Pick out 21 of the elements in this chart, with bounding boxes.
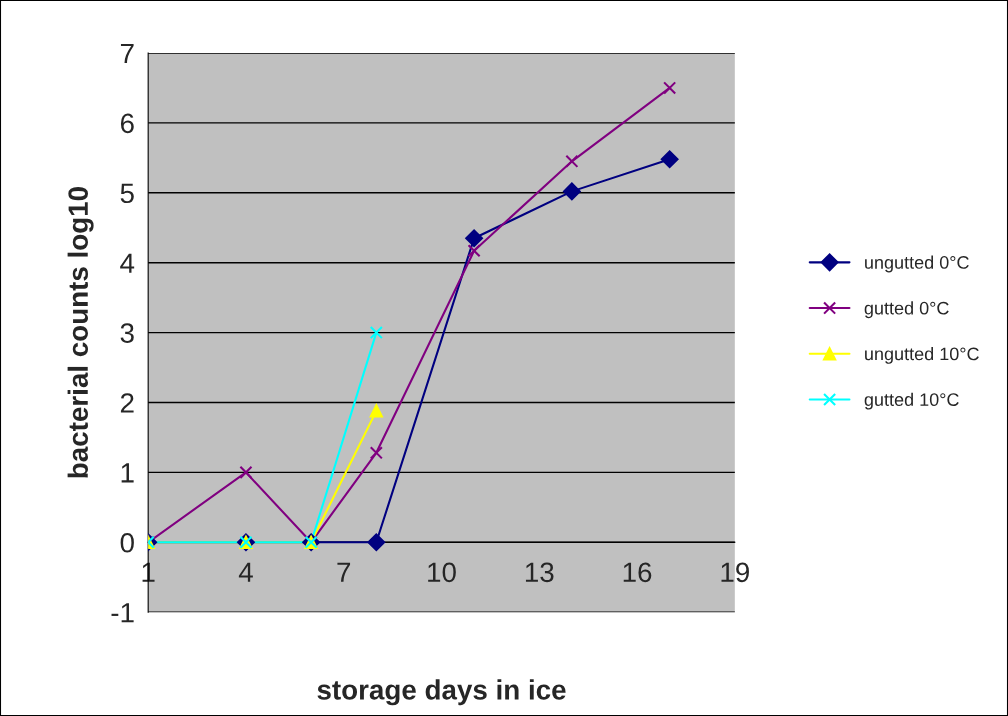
legend-label: ungutted 0°C	[865, 255, 969, 273]
y-axis-title: bacterial counts log10	[67, 187, 94, 478]
x-axis-title: storage days in ice	[317, 679, 566, 706]
y-tick-label: 3	[120, 323, 134, 343]
y-tick-label: 1	[121, 463, 134, 483]
legend-label: gutted 0°C	[864, 301, 949, 319]
x-tick-label: 13	[525, 562, 554, 583]
x-tick-label: 19	[721, 562, 749, 583]
x-tick-label: 10	[428, 562, 456, 583]
y-tick-label: 2	[120, 393, 134, 413]
y-tick-label: 5	[120, 183, 134, 204]
x-tick-label: 16	[623, 562, 652, 583]
y-tick-label: 7	[120, 43, 134, 64]
legend-label: ungutted 10°C	[865, 347, 979, 364]
y-tick-label: 0	[120, 532, 134, 553]
x-tick-label: 7	[337, 562, 351, 582]
y-tick-label: 6	[120, 113, 134, 134]
y-tick-label: -1	[111, 603, 134, 623]
y-tick-label: 4	[120, 253, 135, 273]
legend-label: gutted 10°C	[864, 392, 959, 410]
x-tick-label: 4	[238, 562, 253, 582]
